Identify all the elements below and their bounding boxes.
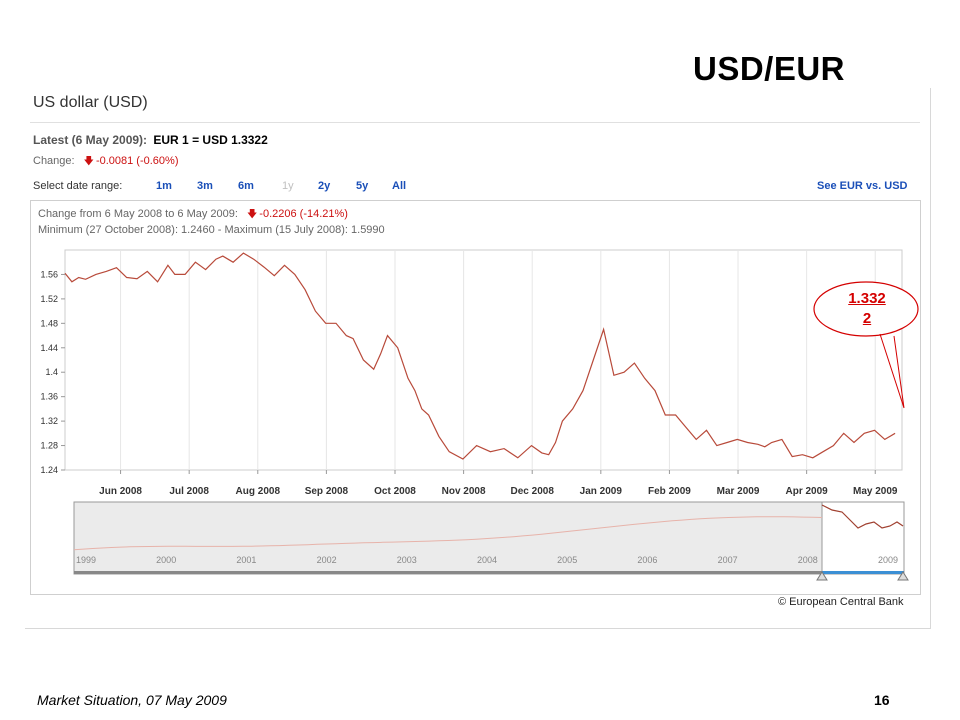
change-from-label: Change from 6 May 2008 to 6 May 2009:: [38, 208, 238, 220]
navigator-year-label: 1999: [76, 555, 96, 565]
y-tick-label: 1.48: [40, 318, 58, 328]
navigator-year-label: 2001: [236, 555, 256, 565]
date-range-label: Select date range:: [33, 180, 123, 192]
change-from-value: -0.2206 (-14.21%): [259, 208, 348, 220]
x-tick-label: Oct 2008: [374, 486, 416, 497]
x-tick-label: Feb 2009: [648, 486, 691, 497]
arrow-down-icon: 🡇: [247, 209, 258, 220]
x-tick-label: Jun 2008: [99, 486, 142, 497]
navigator-year-label: 2005: [557, 555, 577, 565]
change-value: -0.0081 (-0.60%): [95, 155, 179, 167]
latest-value: EUR 1 = USD 1.3322: [153, 133, 268, 147]
x-tick-label: Jan 2009: [580, 486, 623, 497]
callout-bubble: [813, 281, 919, 337]
x-tick-label: Nov 2008: [442, 486, 486, 497]
series-line: [64, 252, 896, 460]
callout-pointer: [879, 333, 905, 409]
navigator-year-label: 2000: [156, 555, 176, 565]
page-number: 16: [874, 692, 890, 708]
x-tick-label: Sep 2008: [305, 486, 349, 497]
x-tick-label: Aug 2008: [236, 486, 281, 497]
range-3m-button[interactable]: 3m: [197, 180, 213, 192]
slide-title: USD/EUR: [693, 50, 846, 87]
y-tick-label: 1.28: [40, 441, 58, 451]
source-credit: © European Central Bank: [778, 596, 904, 608]
range-handle-right-icon: [897, 571, 909, 581]
navigator-year-label: 2009: [878, 555, 898, 565]
panel-heading: US dollar (USD): [33, 94, 148, 111]
x-tick-label: Apr 2009: [786, 486, 829, 497]
latest-label: Latest (6 May 2009):: [33, 133, 148, 147]
range-6m-button[interactable]: 6m: [238, 180, 254, 192]
navigator-selection-line: [821, 504, 904, 529]
y-tick-label: 1.36: [40, 392, 58, 402]
range-5y-button[interactable]: 5y: [356, 180, 369, 192]
range-all-button[interactable]: All: [392, 180, 407, 192]
y-tick-label: 1.44: [40, 343, 58, 353]
navigator-year-label: 2006: [637, 555, 657, 565]
heading-divider: [30, 122, 920, 123]
x-tick-label: May 2009: [853, 486, 898, 497]
range-1m-button[interactable]: 1m: [156, 180, 172, 192]
range-handle-left-icon: [816, 571, 828, 581]
y-tick-label: 1.52: [40, 294, 58, 304]
navigator-year-label: 2007: [718, 555, 738, 565]
latest-rate: Latest (6 May 2009): EUR 1 = USD 1.3322: [33, 133, 268, 147]
y-tick-label: 1.56: [40, 269, 58, 279]
navigator-window: [821, 501, 905, 575]
navigator-year-label: 2002: [317, 555, 337, 565]
y-tick-label: 1.24: [40, 465, 58, 475]
footer-text: Market Situation, 07 May 2009: [37, 692, 227, 708]
navigator-selected-range: [822, 571, 904, 574]
range-1y-button: 1y: [282, 180, 294, 192]
min-max-line: Minimum (27 October 2008): 1.2460 - Maxi…: [38, 224, 385, 236]
y-tick-label: 1.32: [40, 416, 58, 426]
arrow-down-icon: 🡇: [83, 156, 94, 167]
x-tick-label: Dec 2008: [511, 486, 555, 497]
x-tick-label: Jul 2008: [169, 486, 209, 497]
change-line: Change: 🡇 -0.0081 (-0.60%): [33, 154, 178, 171]
navigator-year-label: 2008: [798, 555, 818, 565]
change-from-line: Change from 6 May 2008 to 6 May 2009: 🡇 -…: [38, 207, 348, 224]
callout-line-1: 1.332: [848, 290, 886, 307]
callout-line-2: 2: [862, 310, 872, 327]
navigator-history-line: [73, 516, 823, 551]
x-tick-label: Mar 2009: [717, 486, 760, 497]
navigator-scrollbar: [74, 571, 904, 574]
chart-frame: [30, 200, 921, 595]
plot-area: [64, 249, 903, 471]
navigator-year-label: 2004: [477, 555, 497, 565]
navigator-year-label: 2003: [397, 555, 417, 565]
range-2y-button[interactable]: 2y: [318, 180, 331, 192]
y-tick-label: 1.4: [45, 367, 58, 377]
change-label: Change:: [33, 155, 75, 167]
callout-value: 1.332 2: [815, 289, 919, 329]
see-eur-vs-usd-link[interactable]: See EUR vs. USD: [817, 180, 908, 192]
